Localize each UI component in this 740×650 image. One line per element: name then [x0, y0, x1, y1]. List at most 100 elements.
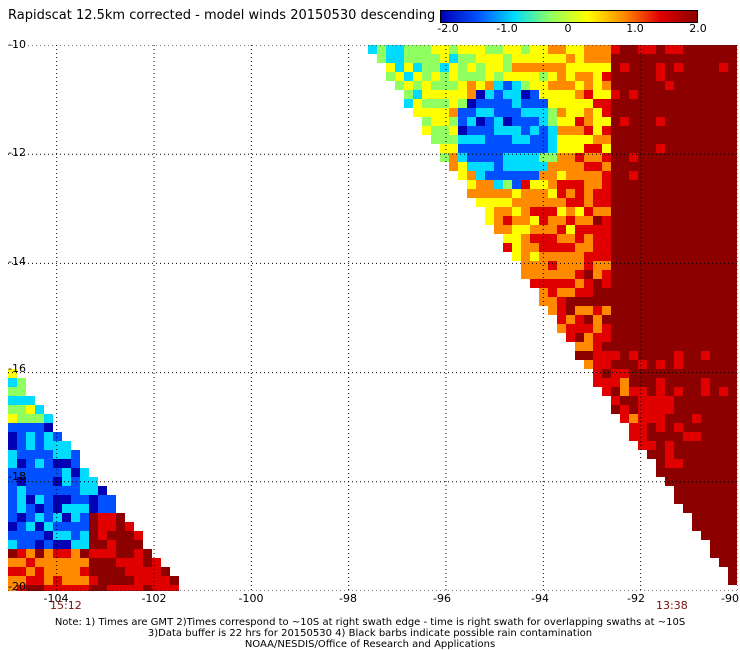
swath-pixel [638, 261, 647, 270]
swath-pixel [620, 333, 629, 342]
swath-pixel [638, 225, 647, 234]
swath-pixel [530, 234, 539, 243]
swath-pixel [476, 108, 485, 117]
swath-pixel [386, 54, 395, 63]
swath-pixel [530, 279, 539, 288]
swath-pixel [593, 288, 602, 297]
swath-pixel [629, 252, 638, 261]
swath-pixel [503, 144, 512, 153]
swath-pixel [728, 324, 737, 333]
swath-pixel [683, 207, 692, 216]
swath-pixel [701, 153, 710, 162]
swath-pixel [692, 216, 701, 225]
swath-pixel [503, 90, 512, 99]
swath-pixel [647, 72, 656, 81]
swath-pixel [395, 54, 404, 63]
swath-pixel [575, 189, 584, 198]
swath-pixel [557, 297, 566, 306]
swath-pixel [647, 90, 656, 99]
swath-pixel [710, 369, 719, 378]
swath-pixel [125, 540, 134, 549]
swath-pixel [71, 504, 80, 513]
swath-pixel [449, 135, 458, 144]
swath-pixel [683, 396, 692, 405]
swath-pixel [647, 126, 656, 135]
swath-pixel [602, 198, 611, 207]
swath-pixel [638, 324, 647, 333]
swath-pixel [530, 189, 539, 198]
swath-pixel [674, 495, 683, 504]
swath-pixel [719, 270, 728, 279]
swath-pixel [116, 531, 125, 540]
swath-pixel [566, 216, 575, 225]
swath-pixel [602, 333, 611, 342]
swath-pixel [530, 225, 539, 234]
swath-pixel [683, 468, 692, 477]
swath-pixel [116, 558, 125, 567]
lon-label: -94 [531, 592, 549, 605]
swath-pixel [647, 342, 656, 351]
swath-pixel [674, 243, 683, 252]
swath-pixel [575, 135, 584, 144]
swath-pixel [44, 522, 53, 531]
swath-pixel [512, 90, 521, 99]
swath-pixel [593, 297, 602, 306]
swath-pixel [692, 441, 701, 450]
swath-pixel [665, 477, 674, 486]
swath-pixel [692, 396, 701, 405]
swath-pixel [638, 369, 647, 378]
swath-pixel [494, 135, 503, 144]
swath-pixel [485, 108, 494, 117]
swath-pixel [575, 90, 584, 99]
swath-pixel [575, 351, 584, 360]
swath-pixel [611, 153, 620, 162]
swath-pixel [629, 45, 638, 54]
swath-pixel [395, 63, 404, 72]
swath-pixel [665, 180, 674, 189]
swath-pixel [683, 180, 692, 189]
swath-pixel [422, 108, 431, 117]
swath-pixel [719, 396, 728, 405]
swath-pixel [125, 558, 134, 567]
swath-pixel [593, 324, 602, 333]
swath-pixel [683, 414, 692, 423]
swath-pixel [575, 162, 584, 171]
swath-pixel [521, 63, 530, 72]
swath-pixel [8, 450, 17, 459]
swath-pixel [575, 171, 584, 180]
swath-pixel [665, 63, 674, 72]
swath-pixel [647, 108, 656, 117]
swath-pixel [602, 126, 611, 135]
swath-pixel [719, 540, 728, 549]
swath-pixel [719, 99, 728, 108]
swath-pixel [17, 387, 26, 396]
swath-pixel [80, 486, 89, 495]
swath-pixel [458, 117, 467, 126]
swath-pixel [620, 126, 629, 135]
swath-pixel [512, 189, 521, 198]
swath-pixel [719, 549, 728, 558]
swath-pixel [89, 558, 98, 567]
swath-pixel [557, 81, 566, 90]
lon-label: -92 [627, 592, 645, 605]
swath-pixel [557, 99, 566, 108]
swath-pixel [62, 486, 71, 495]
swath-pixel [530, 252, 539, 261]
swath-pixel [593, 360, 602, 369]
swath-pixel [539, 144, 548, 153]
swath-pixel [629, 99, 638, 108]
swath-pixel [728, 396, 737, 405]
swath-pixel [539, 243, 548, 252]
swath-pixel [512, 63, 521, 72]
swath-pixel [89, 513, 98, 522]
swath-pixel [476, 171, 485, 180]
swath-pixel [8, 468, 17, 477]
swath-pixel [584, 54, 593, 63]
swath-pixel [629, 333, 638, 342]
swath-pixel [521, 72, 530, 81]
swath-pixel [611, 378, 620, 387]
swath-pixel [494, 81, 503, 90]
swath-pixel [611, 117, 620, 126]
swath-pixel [674, 378, 683, 387]
swath-pixel [17, 468, 26, 477]
